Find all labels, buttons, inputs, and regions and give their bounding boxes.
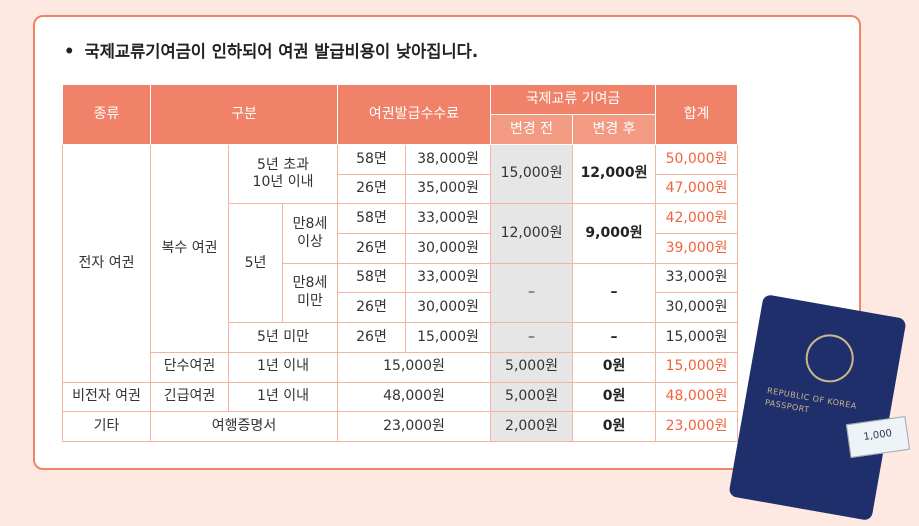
header-cell: 종류: [62, 84, 151, 145]
row: 5년 미만 26면 15,000원 – – 15,000원: [63, 322, 739, 353]
cell: 5년 초과 10년 이내: [228, 143, 338, 205]
cell: 48,000원: [336, 381, 492, 413]
header-cell: 변경 전: [490, 114, 574, 145]
cell: 58면: [337, 203, 406, 235]
cell: 0원: [572, 411, 657, 442]
cell: 12,000원: [572, 143, 657, 205]
line: 5년 초과: [257, 156, 309, 173]
row: 단수여권 1년 이내 15,000원 5,000원 0원 15,000원: [63, 351, 739, 383]
cell: 26면: [337, 233, 406, 264]
cell: 33,000원: [404, 262, 492, 294]
cell: 35,000원: [404, 173, 492, 205]
cell: 15,000원: [655, 322, 739, 353]
cell: 23,000원: [655, 411, 739, 442]
row: 26면 35,000원 47,000원: [63, 173, 739, 205]
cell: 47,000원: [655, 173, 739, 205]
cell: 단수여권: [150, 351, 229, 383]
cell: 58면: [337, 262, 406, 294]
cell: 0원: [572, 351, 657, 383]
cell: 만8세 이상: [282, 203, 338, 264]
cell: 26면: [337, 173, 406, 205]
cell: 39,000원: [655, 233, 739, 264]
cell: 전자 여권: [62, 144, 151, 383]
cell: 1년 이내: [228, 381, 338, 413]
cell: 5년 미만: [228, 322, 338, 353]
cell: 2,000원: [490, 411, 574, 442]
header-cell: 국제교류 기여금: [490, 84, 657, 115]
row: 26면 30,000원 30,000원: [63, 292, 739, 324]
line: 이상: [297, 233, 323, 250]
line: 10년 이내: [252, 174, 314, 191]
row: 비전자 여권 긴급여권 1년 이내 48,000원 5,000원 0원 48,0…: [62, 381, 739, 413]
cell: 비전자 여권: [62, 381, 151, 413]
emblem: [801, 330, 858, 387]
cell: 복수 여권: [150, 144, 229, 353]
cell: 15,000원: [404, 322, 492, 353]
cell: 30,000원: [404, 292, 492, 324]
cell: –: [572, 322, 657, 353]
cell: 만8세 미만: [282, 262, 338, 324]
row: 기타 여행증명서 23,000원 2,000원 0원 23,000원: [62, 411, 739, 442]
cell: 26면: [337, 292, 406, 324]
cell: 기타: [62, 411, 151, 442]
cell: 50,000원: [655, 144, 739, 175]
cell: –: [490, 262, 574, 324]
cell: –: [572, 262, 657, 324]
cell: 30,000원: [655, 292, 739, 324]
header-cell: 구분: [150, 84, 338, 145]
header-cell: 변경 후: [572, 114, 657, 145]
header-row: 종류 구분 여권발급수수료 국제교류 기여금 합계: [62, 84, 739, 145]
fee-table: 종류 구분 여권발급수수료 국제교류 기여금 합계 변경 전 변경 후 전자 여…: [62, 84, 739, 442]
cell: 38,000원: [404, 144, 492, 175]
cell: 1년 이내: [228, 351, 338, 383]
line: 미만: [297, 292, 323, 309]
bullet: •: [64, 42, 75, 61]
row: 26면 30,000원 39,000원: [63, 233, 739, 264]
cell: 33,000원: [655, 262, 739, 294]
cell: 15,000원: [336, 351, 492, 383]
cell: 여행증명서: [150, 411, 338, 442]
cell: 48,000원: [655, 381, 739, 413]
cell: 15,000원: [490, 143, 574, 205]
title: 국제교류기여금이 인하되어 여권 발급비용이 낮아집니다.: [84, 42, 479, 61]
cell: 26면: [337, 322, 406, 353]
line: 만8세: [292, 216, 328, 233]
header-row: 변경 전 변경 후: [63, 114, 738, 145]
header-cell: 합계: [655, 84, 739, 145]
cell: 9,000원: [572, 203, 657, 264]
cell: 30,000원: [404, 233, 492, 264]
cell: –: [490, 322, 574, 353]
cell: 5,000원: [490, 351, 574, 383]
line: 만8세: [292, 275, 328, 292]
header-cell: 여권발급수수료: [336, 84, 492, 145]
cell: 0원: [572, 381, 657, 413]
cell: 23,000원: [336, 411, 492, 442]
cell: 33,000원: [404, 203, 492, 235]
cell: 42,000원: [655, 203, 739, 235]
cell: 12,000원: [490, 203, 574, 264]
cell: 5년: [228, 203, 283, 324]
row: 5년 만8세 이상 58면 33,000원 12,000원 9,000원 42,0…: [63, 203, 739, 324]
row: 전자 여권 복수 여권 5년 초과 10년 이내 58면 38,000원 15,0…: [62, 143, 739, 383]
heading: • 국제교류기여금이 인하되어 여권 발급비용이 낮아집니다.: [64, 38, 478, 62]
cell: 5,000원: [490, 381, 574, 413]
banknote: 1,000: [845, 415, 911, 459]
cell: 58면: [337, 144, 406, 175]
cell: 긴급여권: [150, 381, 229, 413]
cell: 15,000원: [655, 351, 739, 383]
